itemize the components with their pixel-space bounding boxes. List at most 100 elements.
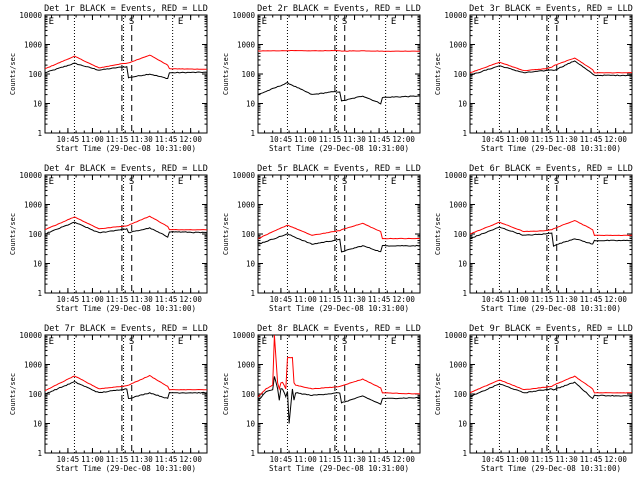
x-tick-label: 11:00 (81, 295, 104, 304)
panel-title: Det 9r BLACK = Events, RED = LLD (469, 324, 633, 334)
x-tick-label: 11:30 (343, 135, 366, 144)
y-tick-label: 100 (28, 70, 42, 79)
region-marker-label: E (391, 177, 396, 187)
y-axis-label: Counts/sec (222, 213, 230, 255)
y-tick-label: 10000 (444, 171, 467, 180)
y-axis: 1 10 100 1000 10000 (444, 11, 632, 138)
y-tick-label: 100 (453, 230, 467, 239)
region-marker-label: E (178, 337, 183, 347)
x-tick-label: 11:45 (155, 135, 178, 144)
x-axis: 10:45 11:00 11:15 11:30 11:45 12:00 (51, 175, 208, 304)
y-tick-label: 10000 (232, 331, 255, 340)
x-tick-label: 11:45 (155, 295, 178, 304)
y-tick-label: 1 (250, 449, 255, 458)
y-tick-label: 10000 (232, 11, 255, 20)
x-tick-label: 11:15 (531, 295, 554, 304)
plot-frame (44, 14, 208, 134)
x-axis: 10:45 11:00 11:15 11:30 11:45 12:00 (476, 175, 633, 304)
x-axis-label: Start Time (29-Dec-08 10:31:00) (269, 304, 409, 313)
y-axis-label: Counts/sec (222, 373, 230, 415)
series-lld-line (257, 335, 421, 398)
series-events-line (45, 221, 208, 238)
y-tick-label: 100 (241, 70, 255, 79)
panel-4: Det 4r BLACK = Events, RED = LLD 1 10 100 10… (9, 164, 208, 313)
x-tick-label: 12:00 (392, 135, 415, 144)
plot-frame (469, 334, 633, 454)
x-axis: 10:45 11:00 11:15 11:30 11:45 12:00 (476, 335, 633, 464)
y-tick-label: 10000 (19, 331, 42, 340)
y-axis-label: Counts/sec (222, 53, 230, 95)
y-tick-label: 1 (462, 449, 467, 458)
x-tick-label: 10:45 (482, 455, 505, 464)
region-marker-label: S (129, 17, 134, 27)
panel-1: Det 1r BLACK = Events, RED = LLD 1 10 100 10… (9, 4, 208, 153)
x-tick-label: 11:30 (130, 295, 153, 304)
series-events-line (257, 233, 421, 253)
y-tick-label: 1000 (237, 201, 256, 210)
y-tick-label: 1 (37, 449, 42, 458)
x-axis: 10:45 11:00 11:15 11:30 11:45 12:00 (264, 175, 421, 304)
y-tick-label: 10000 (232, 171, 255, 180)
y-axis: 1 10 100 1000 10000 (444, 171, 632, 298)
panel-title: Det 6r BLACK = Events, RED = LLD (469, 164, 633, 174)
region-marker-label: E (178, 17, 183, 27)
panel-title: Det 4r BLACK = Events, RED = LLD (44, 164, 208, 174)
x-tick-label: 11:15 (106, 135, 129, 144)
panel-7: Det 7r BLACK = Events, RED = LLD 1 10 100 10… (9, 324, 208, 473)
x-tick-label: 12:00 (179, 455, 202, 464)
region-marker-label: E (474, 337, 479, 347)
y-tick-label: 10000 (444, 331, 467, 340)
panel-title: Det 5r BLACK = Events, RED = LLD (257, 164, 421, 174)
x-tick-label: 11:00 (81, 135, 104, 144)
y-axis: 1 10 100 1000 10000 (232, 331, 420, 458)
region-marker-label: S (342, 177, 347, 187)
y-axis: 1 10 100 1000 10000 (19, 11, 207, 138)
y-tick-label: 1000 (24, 361, 43, 370)
region-marker-label: S (342, 17, 347, 27)
y-tick-label: 1000 (24, 201, 43, 210)
x-tick-label: 12:00 (604, 135, 627, 144)
region-marker-label: E (262, 337, 267, 347)
y-tick-label: 1 (250, 289, 255, 298)
y-axis: 1 10 100 1000 10000 (232, 171, 420, 298)
x-tick-label: 11:30 (130, 135, 153, 144)
y-tick-label: 10 (246, 260, 256, 269)
plot-frame (257, 334, 421, 454)
y-tick-label: 100 (453, 70, 467, 79)
series-lld-line (44, 215, 207, 231)
x-tick-label: 10:45 (270, 455, 293, 464)
y-tick-label: 1 (37, 129, 42, 138)
y-tick-label: 10 (33, 420, 43, 429)
y-tick-label: 10 (458, 260, 468, 269)
x-tick-label: 11:30 (130, 455, 153, 464)
region-marker-label: E (603, 17, 608, 27)
x-tick-label: 11:15 (106, 455, 129, 464)
region-marker-label: E (474, 177, 479, 187)
y-tick-label: 10000 (19, 171, 42, 180)
panel-title: Det 2r BLACK = Events, RED = LLD (257, 4, 421, 14)
y-tick-label: 10 (458, 420, 468, 429)
x-tick-label: 11:15 (319, 455, 342, 464)
x-axis: 10:45 11:00 11:15 11:30 11:45 12:00 (264, 335, 421, 464)
x-tick-label: 10:45 (270, 295, 293, 304)
series-lld-line (469, 375, 632, 394)
x-tick-label: 11:00 (506, 135, 529, 144)
x-tick-label: 11:30 (555, 135, 578, 144)
region-marker-label: E (474, 17, 479, 27)
x-tick-label: 10:45 (482, 135, 505, 144)
y-tick-label: 100 (28, 230, 42, 239)
x-tick-label: 11:00 (294, 295, 317, 304)
x-tick-label: 12:00 (392, 455, 415, 464)
x-tick-label: 12:00 (179, 295, 202, 304)
region-marker-label: E (603, 337, 608, 347)
x-tick-label: 11:15 (531, 455, 554, 464)
x-tick-label: 11:15 (319, 295, 342, 304)
x-axis-label: Start Time (29-Dec-08 10:31:00) (481, 144, 621, 153)
x-tick-label: 11:00 (294, 455, 317, 464)
region-marker-label: S (554, 337, 559, 347)
y-axis-label: Counts/sec (9, 53, 17, 95)
region-marker-label: E (49, 17, 54, 27)
y-tick-label: 100 (453, 390, 467, 399)
x-tick-label: 12:00 (392, 295, 415, 304)
series-events-line (469, 381, 633, 400)
